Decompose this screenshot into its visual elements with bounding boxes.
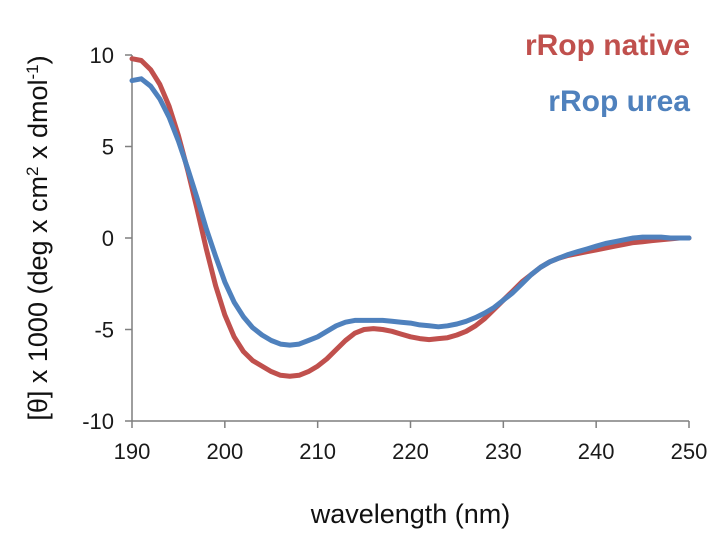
y-tick-label: 5 [102, 135, 114, 160]
legend-entry-rrop-urea: rRop urea [548, 85, 690, 118]
y-axis-title-end: ) [23, 55, 53, 64]
y-tick-label: 0 [102, 226, 114, 251]
x-tick-label: 240 [578, 439, 615, 464]
y-tick-label: -10 [82, 409, 114, 434]
y-tick-label: -5 [94, 318, 114, 343]
series-line-rrop-urea [129, 76, 692, 348]
legend: rRop native rRop urea [525, 29, 690, 118]
y-axis-title-sup-1: 2 [23, 167, 42, 176]
x-tick-label: 250 [671, 439, 708, 464]
y-axis-title: [θ] x 1000 (deg x cm2 x dmol-1) [23, 55, 53, 420]
y-ticks: -10 -5 0 5 10 [82, 43, 132, 434]
x-tick-label: 230 [485, 439, 522, 464]
x-tick-label: 190 [114, 439, 151, 464]
y-axis-title-main: [θ] x 1000 (deg x cm [23, 176, 53, 421]
x-axis-title: wavelength (nm) [310, 499, 511, 529]
x-tick-label: 210 [299, 439, 336, 464]
legend-entry-rrop-native: rRop native [525, 29, 690, 62]
series-line-rrop-native [129, 56, 692, 379]
y-tick-label: 10 [90, 43, 114, 68]
y-axis-title-sup-2: -1 [23, 64, 42, 79]
x-tick-label: 200 [206, 439, 243, 464]
y-axis-title-mid: x dmol [23, 80, 53, 167]
series-layer [129, 56, 692, 379]
x-tick-label: 220 [392, 439, 429, 464]
x-ticks: 190 200 210 220 230 240 250 [114, 421, 708, 464]
